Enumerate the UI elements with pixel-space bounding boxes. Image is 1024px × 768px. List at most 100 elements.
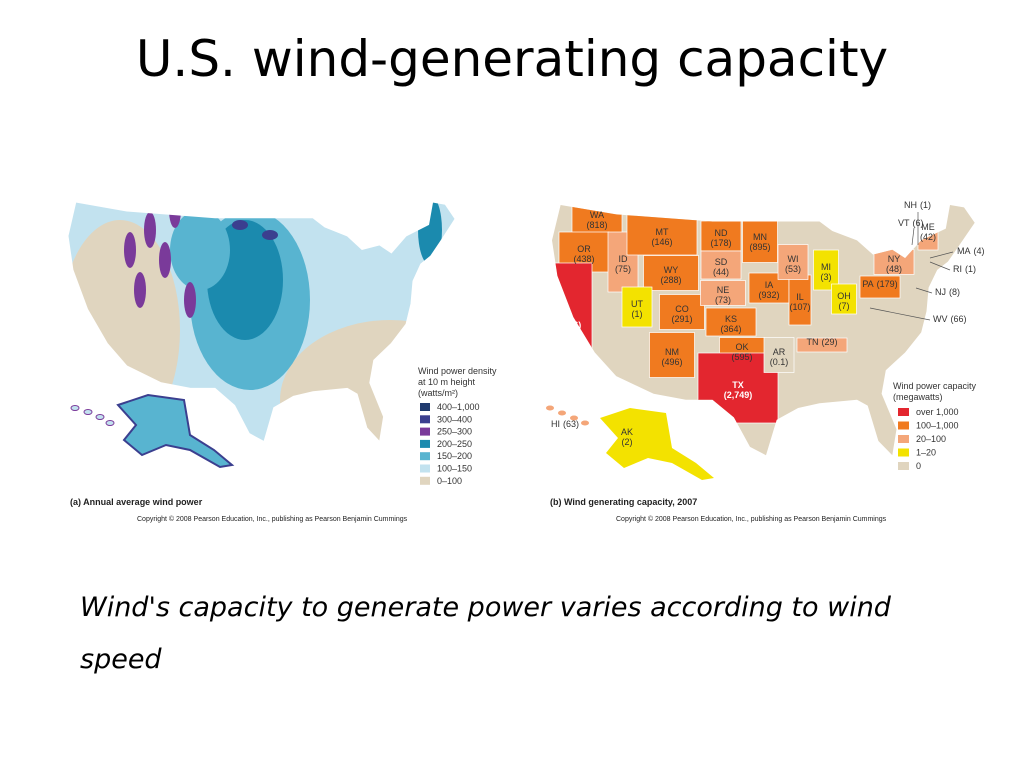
state-label: AK (2): [621, 427, 633, 447]
state-capacity: (53): [785, 264, 801, 274]
state-capacity: (73): [715, 295, 731, 305]
state-capacity: (895): [749, 242, 770, 252]
state-capacity: (496): [661, 357, 682, 367]
legend-label: 0: [916, 461, 921, 471]
state-label: CO (291): [671, 304, 692, 324]
state-name: NE: [717, 285, 730, 295]
state-capacity: (364): [720, 324, 741, 334]
state-name: CO: [675, 304, 689, 314]
state-label: ND (178): [710, 228, 731, 248]
state-label: WV (66): [933, 314, 967, 324]
state-region: [643, 255, 699, 291]
state-label: SD (44): [713, 257, 729, 277]
legend-title: Wind power capacity: [893, 381, 977, 391]
state-name: OR: [577, 244, 591, 254]
state-region: [777, 244, 809, 280]
map-region: [262, 230, 278, 240]
alaska: [600, 408, 714, 480]
state-capacity: (66): [951, 314, 967, 324]
state-label: OR (438): [573, 244, 594, 264]
state-capacity: (818): [586, 220, 607, 230]
hawaii: [105, 420, 115, 426]
state-region: [649, 332, 695, 378]
legend-label: over 1,000: [916, 407, 959, 417]
state-name: IL: [796, 292, 804, 302]
state-capacity: (3): [821, 272, 832, 282]
alaska: [116, 393, 235, 469]
copyright: Copyright © 2008 Pearson Education, Inc.…: [616, 515, 887, 523]
state-capacity: (63): [563, 419, 579, 429]
state-label: IL (107): [789, 292, 810, 312]
state-capacity: (8): [949, 287, 960, 297]
state-region: [813, 249, 839, 291]
legend-label: 200–250: [437, 439, 472, 449]
state-region: [700, 280, 746, 306]
state-capacity: (4): [974, 246, 985, 256]
state-capacity: (2,749): [724, 390, 753, 400]
state-name: ME: [921, 222, 935, 232]
state-region: [700, 250, 742, 280]
state-name: OK: [735, 342, 748, 352]
legend-label: 100–1,000: [916, 421, 959, 431]
state-name: MA: [957, 246, 971, 256]
state-label: TX (2,749): [724, 380, 753, 400]
state-name: RI: [953, 264, 962, 274]
legend-swatch: [420, 427, 430, 436]
hawaii: [70, 405, 80, 411]
callout-line: [929, 261, 951, 271]
state-name: UT: [631, 299, 643, 309]
legend-title: (megawatts): [893, 392, 943, 402]
legend-swatch: [420, 439, 430, 448]
state-name: WY: [664, 265, 679, 275]
legend-title: at 10 m height: [418, 377, 476, 387]
state-capacity: (2): [622, 437, 633, 447]
state-region: [626, 214, 698, 256]
map-region: [170, 210, 230, 290]
state-region: [659, 294, 705, 330]
legend-swatch: [420, 476, 430, 485]
state-label: ID (75): [615, 254, 631, 274]
map-region: [169, 202, 181, 228]
hawaii: [83, 409, 93, 415]
state-name: ND: [715, 228, 728, 238]
legend-title: Wind power density: [418, 366, 497, 376]
legend-swatch: [898, 435, 909, 443]
map-region: [418, 202, 442, 265]
state-capacity: (48): [886, 264, 902, 274]
legend-label: 150–200: [437, 451, 472, 461]
slide-title: U.S. wind-generating capacity: [135, 30, 889, 88]
state-name: NM: [665, 347, 679, 357]
map-outline: [67, 201, 456, 443]
state-capacity: (75): [615, 264, 631, 274]
state-label: MI (3): [821, 262, 832, 282]
hawaii: [558, 410, 566, 416]
hawaii: [581, 420, 589, 426]
state-label: MT (146): [651, 227, 672, 247]
legend-swatch: [420, 403, 430, 411]
map-region: [232, 220, 248, 230]
state-label: WA (818): [586, 210, 607, 230]
state-name: ID: [619, 254, 629, 264]
state-label: HI (63): [551, 419, 579, 429]
state-name: MT: [656, 227, 669, 237]
hawaii: [546, 405, 554, 411]
state-label: UT (1): [631, 299, 643, 319]
state-label: AR (0.1): [770, 347, 789, 367]
state-label: CA (2,376): [553, 310, 582, 330]
callout-line: [869, 307, 931, 321]
state-capacity: (1): [965, 264, 976, 274]
state-label: PA (179): [862, 279, 897, 289]
state-capacity: (1): [632, 309, 643, 319]
copyright: Copyright © 2008 Pearson Education, Inc.…: [137, 515, 408, 523]
state-region: [742, 217, 778, 263]
state-name: WI: [788, 254, 799, 264]
state-capacity: (288): [660, 275, 681, 285]
legend-label: 300–400: [437, 414, 472, 424]
state-capacity: (2,376): [553, 320, 582, 330]
legend-label: 1–20: [916, 448, 936, 458]
state-name: AK: [621, 427, 633, 437]
state-label: VT (6): [898, 218, 924, 228]
state-name: HI: [551, 419, 560, 429]
map-region: [144, 212, 156, 248]
